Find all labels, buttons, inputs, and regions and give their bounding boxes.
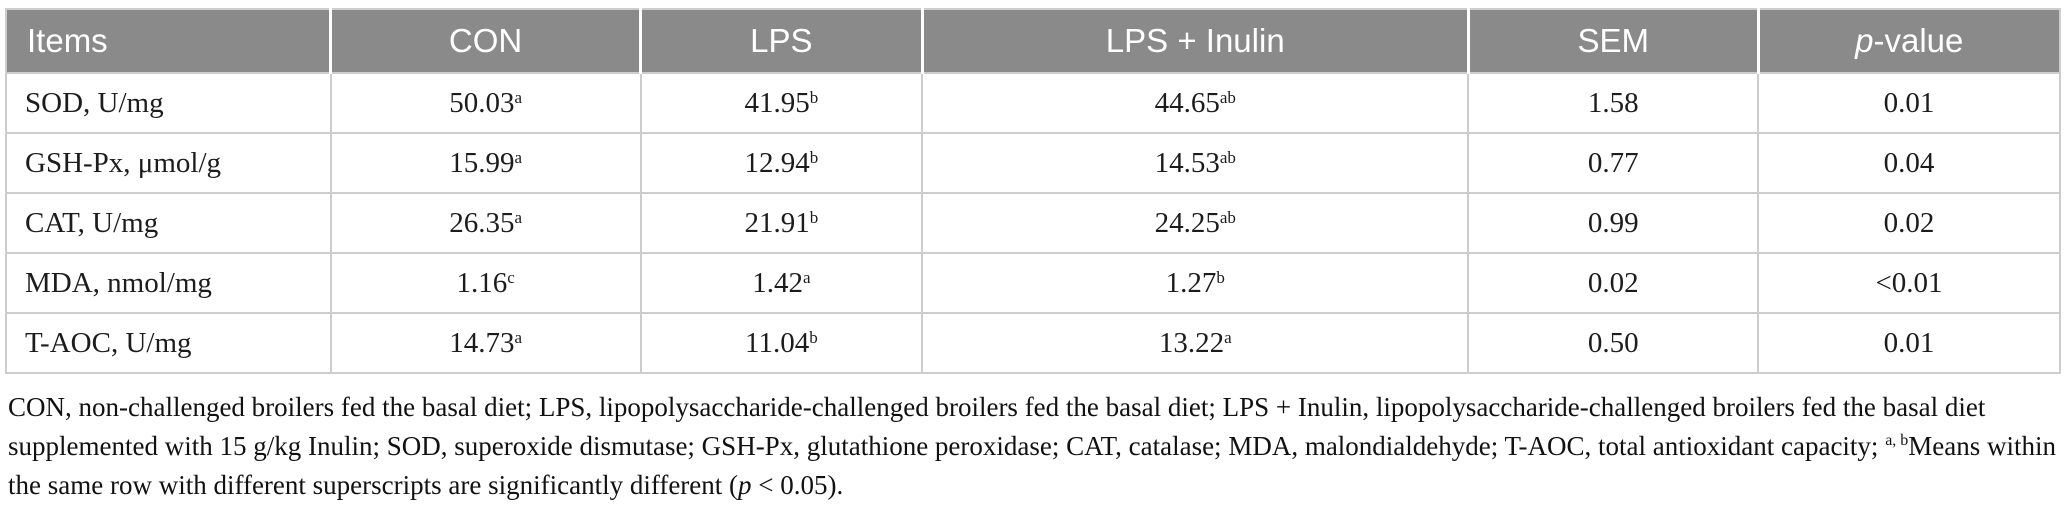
cell-p-value: 0.01 bbox=[1757, 312, 2061, 374]
column-header-con: CON bbox=[330, 9, 643, 74]
table-row: SOD, U/mg 50.03a 41.95b 44.65ab 1.58 0.0… bbox=[5, 72, 2061, 134]
cell-lps-inulin: 24.25ab bbox=[921, 192, 1470, 254]
footnote-means-statement: Means within the same row with different… bbox=[8, 431, 2057, 500]
column-header-items: Items bbox=[6, 9, 333, 74]
column-header-lps: LPS bbox=[640, 9, 924, 74]
cell-item: SOD, U/mg bbox=[5, 72, 332, 134]
cell-con: 26.35a bbox=[329, 192, 642, 254]
cell-con: 50.03a bbox=[329, 72, 642, 134]
cell-p-value: 0.04 bbox=[1757, 132, 2061, 194]
cell-p-value: 0.01 bbox=[1757, 72, 2061, 134]
cell-lps: 12.94b bbox=[639, 132, 924, 194]
footnote-abbreviations: CON, non-challenged broilers fed the bas… bbox=[8, 392, 1986, 461]
cell-sem: 1.58 bbox=[1467, 72, 1760, 134]
column-header-p-value: p-value bbox=[1758, 9, 2060, 74]
cell-lps: 41.95b bbox=[639, 72, 924, 134]
column-header-lps-inulin: LPS + Inulin bbox=[922, 9, 1470, 74]
footnote-significance-threshold: < 0.05). bbox=[751, 470, 844, 500]
table-row: CAT, U/mg 26.35a 21.91b 24.25ab 0.99 0.0… bbox=[5, 192, 2061, 254]
cell-lps-inulin: 44.65ab bbox=[921, 72, 1470, 134]
cell-lps-inulin: 13.22a bbox=[921, 312, 1470, 374]
column-header-sem: SEM bbox=[1468, 9, 1760, 74]
cell-item: CAT, U/mg bbox=[5, 192, 332, 254]
cell-sem: 0.02 bbox=[1467, 252, 1760, 314]
cell-sem: 0.99 bbox=[1467, 192, 1760, 254]
antioxidant-results-table: Items CON LPS LPS + Inulin SEM p-value S… bbox=[5, 8, 2061, 374]
table-row: MDA, nmol/mg 1.16c 1.42a 1.27b 0.02 <0.0… bbox=[5, 252, 2061, 314]
cell-lps: 1.42a bbox=[639, 252, 924, 314]
cell-lps: 21.91b bbox=[639, 192, 924, 254]
cell-con: 1.16c bbox=[329, 252, 642, 314]
cell-con: 15.99a bbox=[329, 132, 642, 194]
footnote-p-symbol: p bbox=[738, 470, 752, 500]
cell-sem: 0.77 bbox=[1467, 132, 1760, 194]
table-footnote: CON, non-challenged broilers fed the bas… bbox=[8, 388, 2066, 505]
cell-item: GSH-Px, μmol/g bbox=[5, 132, 332, 194]
table-header-row: Items CON LPS LPS + Inulin SEM p-value bbox=[6, 9, 2060, 74]
cell-lps: 11.04b bbox=[639, 312, 924, 374]
table-row: T-AOC, U/mg 14.73a 11.04b 13.22a 0.50 0.… bbox=[5, 312, 2061, 374]
cell-item: MDA, nmol/mg bbox=[5, 252, 332, 314]
footnote-superscript-marker: a, b bbox=[1885, 432, 1909, 449]
cell-con: 14.73a bbox=[329, 312, 642, 374]
cell-p-value: 0.02 bbox=[1757, 192, 2061, 254]
cell-p-value: <0.01 bbox=[1757, 252, 2061, 314]
cell-lps-inulin: 14.53ab bbox=[921, 132, 1470, 194]
table-row: GSH-Px, μmol/g 15.99a 12.94b 14.53ab 0.7… bbox=[5, 132, 2061, 194]
cell-sem: 0.50 bbox=[1467, 312, 1760, 374]
cell-lps-inulin: 1.27b bbox=[921, 252, 1470, 314]
cell-item: T-AOC, U/mg bbox=[5, 312, 332, 374]
